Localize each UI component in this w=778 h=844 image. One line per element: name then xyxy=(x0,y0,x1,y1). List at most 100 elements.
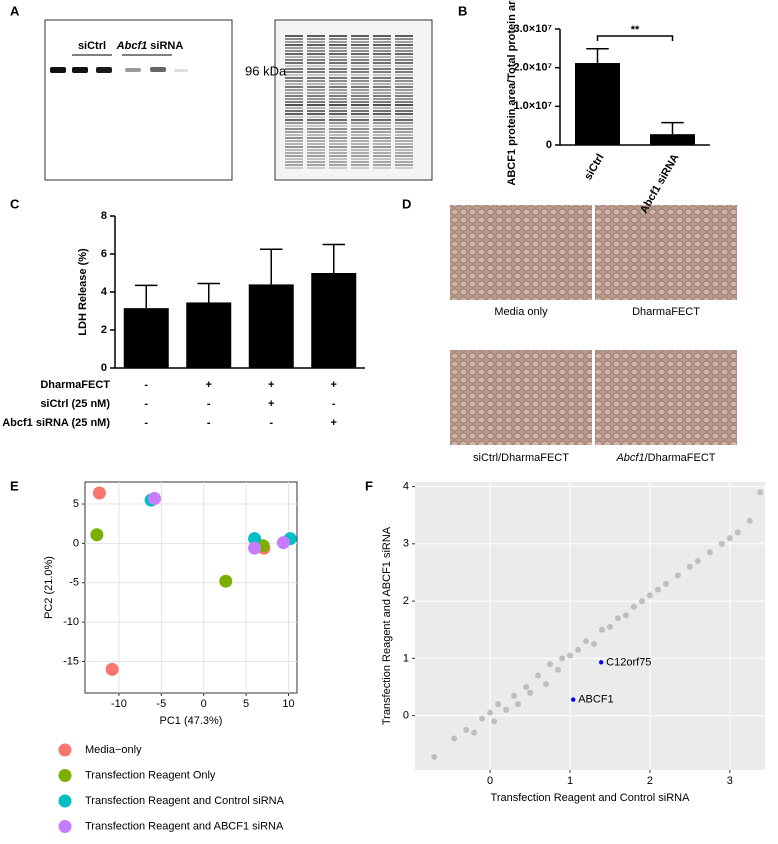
stain-band xyxy=(285,152,303,154)
stain-band xyxy=(373,119,391,121)
stain-band xyxy=(351,122,369,124)
point xyxy=(523,683,530,690)
stain-band xyxy=(395,101,413,103)
stain-band xyxy=(351,53,369,55)
x-tick-label: 0 xyxy=(201,698,207,710)
stain-band xyxy=(351,110,369,112)
stain-band xyxy=(285,74,303,76)
stain-band xyxy=(351,56,369,58)
stain-band xyxy=(373,113,391,115)
point xyxy=(674,572,681,579)
stain-band xyxy=(307,74,325,76)
y-tick-label: -15 xyxy=(63,655,79,667)
x-tick-label: siCtrl xyxy=(582,152,606,182)
stain-band xyxy=(351,44,369,46)
stain-band xyxy=(329,107,347,109)
point xyxy=(686,563,693,570)
stain-band xyxy=(395,149,413,151)
bar xyxy=(575,63,620,145)
stain-band xyxy=(395,68,413,70)
stain-band xyxy=(395,83,413,85)
panel-label: E xyxy=(10,478,19,493)
stain-band xyxy=(351,50,369,52)
stain-band xyxy=(329,83,347,85)
point xyxy=(654,586,661,593)
stain-band xyxy=(285,155,303,157)
stain-band xyxy=(307,59,325,61)
treatment-sign: - xyxy=(269,417,273,429)
stain-band xyxy=(373,89,391,91)
stain-band xyxy=(329,89,347,91)
stain-band xyxy=(351,62,369,64)
stain-band xyxy=(395,62,413,64)
y-tick-label: 3 xyxy=(403,538,409,550)
x-axis-label: Transfection Reagent and Control siRNA xyxy=(491,792,691,804)
stain-band xyxy=(351,140,369,142)
point-label: ABCF1 xyxy=(578,693,613,705)
stain-band xyxy=(351,83,369,85)
stain-band xyxy=(373,116,391,118)
stain-band xyxy=(395,128,413,130)
stain-band xyxy=(373,50,391,52)
stain-band xyxy=(329,152,347,154)
stain-band xyxy=(307,146,325,148)
stain-band xyxy=(351,65,369,67)
stain-band xyxy=(329,50,347,52)
stain-band xyxy=(285,158,303,160)
stain-band xyxy=(307,56,325,58)
stain-band xyxy=(351,47,369,49)
stain-band xyxy=(307,161,325,163)
stain-band xyxy=(395,35,413,37)
treatment-sign: - xyxy=(144,398,148,410)
stain-band xyxy=(373,65,391,67)
stain-band xyxy=(307,101,325,103)
point xyxy=(495,701,502,708)
stain-band xyxy=(395,71,413,73)
blot-frame xyxy=(44,19,233,181)
y-tick-label: 0 xyxy=(73,537,79,549)
y-tick-label: 4 xyxy=(101,286,108,298)
stain-band xyxy=(351,128,369,130)
point xyxy=(726,535,733,542)
stain-band xyxy=(373,53,391,55)
stain-band xyxy=(395,119,413,121)
significance-bracket xyxy=(596,35,674,41)
stain-band xyxy=(373,80,391,82)
stain-band xyxy=(373,140,391,142)
stain-band xyxy=(395,155,413,157)
treatment-sign: - xyxy=(207,398,211,410)
stain-band xyxy=(351,98,369,100)
stain-band xyxy=(351,125,369,127)
stain-band xyxy=(307,110,325,112)
stain-band xyxy=(285,164,303,166)
stain-band xyxy=(351,89,369,91)
point xyxy=(535,672,542,679)
legend-key xyxy=(58,743,72,757)
panel-label: B xyxy=(458,3,467,18)
stain-band xyxy=(395,134,413,136)
gene: Abcf1 xyxy=(116,40,148,52)
stain-band xyxy=(307,155,325,157)
stain-band xyxy=(395,152,413,154)
y-tick-label: -5 xyxy=(69,577,79,589)
stain-band xyxy=(307,143,325,145)
point xyxy=(276,536,290,550)
treatment-sign: + xyxy=(268,379,274,391)
stain-band xyxy=(395,77,413,79)
stain-band xyxy=(351,161,369,163)
stain-band xyxy=(351,116,369,118)
stain-band xyxy=(285,140,303,142)
y-tick-label: 0 xyxy=(101,362,107,374)
stain-band xyxy=(373,122,391,124)
stain-band xyxy=(285,116,303,118)
y-axis-label: ABCF1 protein area/Total protein area xyxy=(506,0,518,186)
stain-band xyxy=(373,164,391,166)
stain-band xyxy=(329,164,347,166)
stain-band xyxy=(373,167,391,169)
legend-label: Transfection Reagent and ABCF1 siRNA xyxy=(85,820,284,832)
stain-band xyxy=(329,65,347,67)
stain-band xyxy=(395,104,413,106)
stain-band xyxy=(285,53,303,55)
treatment-label: DharmaFECT xyxy=(40,379,110,391)
